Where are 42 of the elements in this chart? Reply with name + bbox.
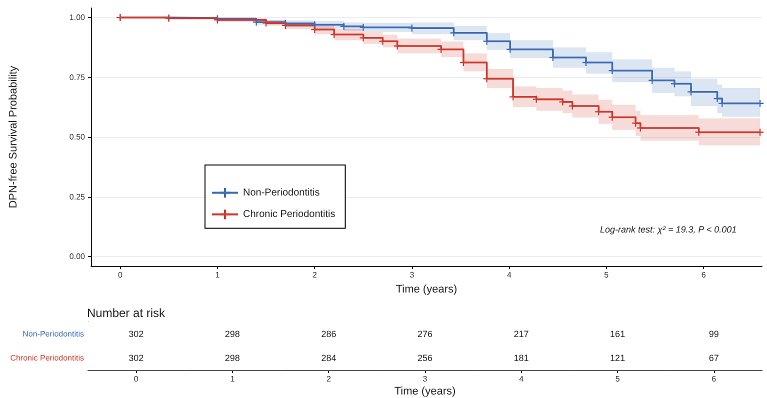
x-axis-title: Time (years) xyxy=(396,284,458,296)
x-axis-title: Time (years) xyxy=(394,386,456,398)
y-tick-label: 0.50 xyxy=(69,132,86,142)
chart-title: Number at risk xyxy=(87,306,166,320)
y-tick-label: Chronic Periodontitis xyxy=(10,354,84,362)
x-tick-label: 6 xyxy=(701,270,706,280)
data-label: 67 xyxy=(708,353,719,363)
data-label: 161 xyxy=(610,329,626,339)
x-tick-label: 0 xyxy=(118,270,123,280)
data-label: 286 xyxy=(321,329,336,339)
data-label: 99 xyxy=(708,329,719,339)
data-label: 298 xyxy=(224,329,240,339)
x-tick-label: 1 xyxy=(230,374,236,384)
legend-label: Chronic Periodontitis xyxy=(243,208,336,220)
x-tick-label: 5 xyxy=(604,270,610,280)
data-label: 284 xyxy=(321,353,336,363)
x-tick-label: 6 xyxy=(712,374,717,384)
x-tick-label: 5 xyxy=(615,374,620,384)
legend-label: Non-Periodontitis xyxy=(243,187,320,198)
data-label: 181 xyxy=(514,353,529,363)
x-tick-label: 2 xyxy=(312,270,318,280)
x-tick-label: 3 xyxy=(422,374,428,384)
data-label: 298 xyxy=(224,353,240,363)
data-label: 276 xyxy=(417,329,433,339)
x-tick-label: 0 xyxy=(134,374,139,384)
data-label: 256 xyxy=(417,353,433,363)
x-tick-label: 3 xyxy=(410,270,415,280)
data-label: 302 xyxy=(128,353,144,363)
x-tick-label: 2 xyxy=(326,374,332,384)
data-label: 302 xyxy=(128,329,144,339)
x-tick-label: 1 xyxy=(215,270,220,280)
y-tick-label: 1.00 xyxy=(69,13,86,22)
data-label: 121 xyxy=(610,353,626,363)
data-label: 217 xyxy=(514,329,529,339)
annotation: Log-rank test: χ² = 19.3, P < 0.001 xyxy=(600,224,737,234)
y-tick-label: 0.00 xyxy=(69,252,86,262)
x-tick-label: 4 xyxy=(506,270,512,280)
y-tick-label: 0.25 xyxy=(69,192,86,202)
y-tick-label: Non-Periodontitis xyxy=(22,330,84,338)
x-tick-label: 4 xyxy=(519,374,524,384)
y-tick-label: 0.75 xyxy=(69,72,86,82)
y-axis-title: DPN-free Survival Probability xyxy=(8,65,20,208)
